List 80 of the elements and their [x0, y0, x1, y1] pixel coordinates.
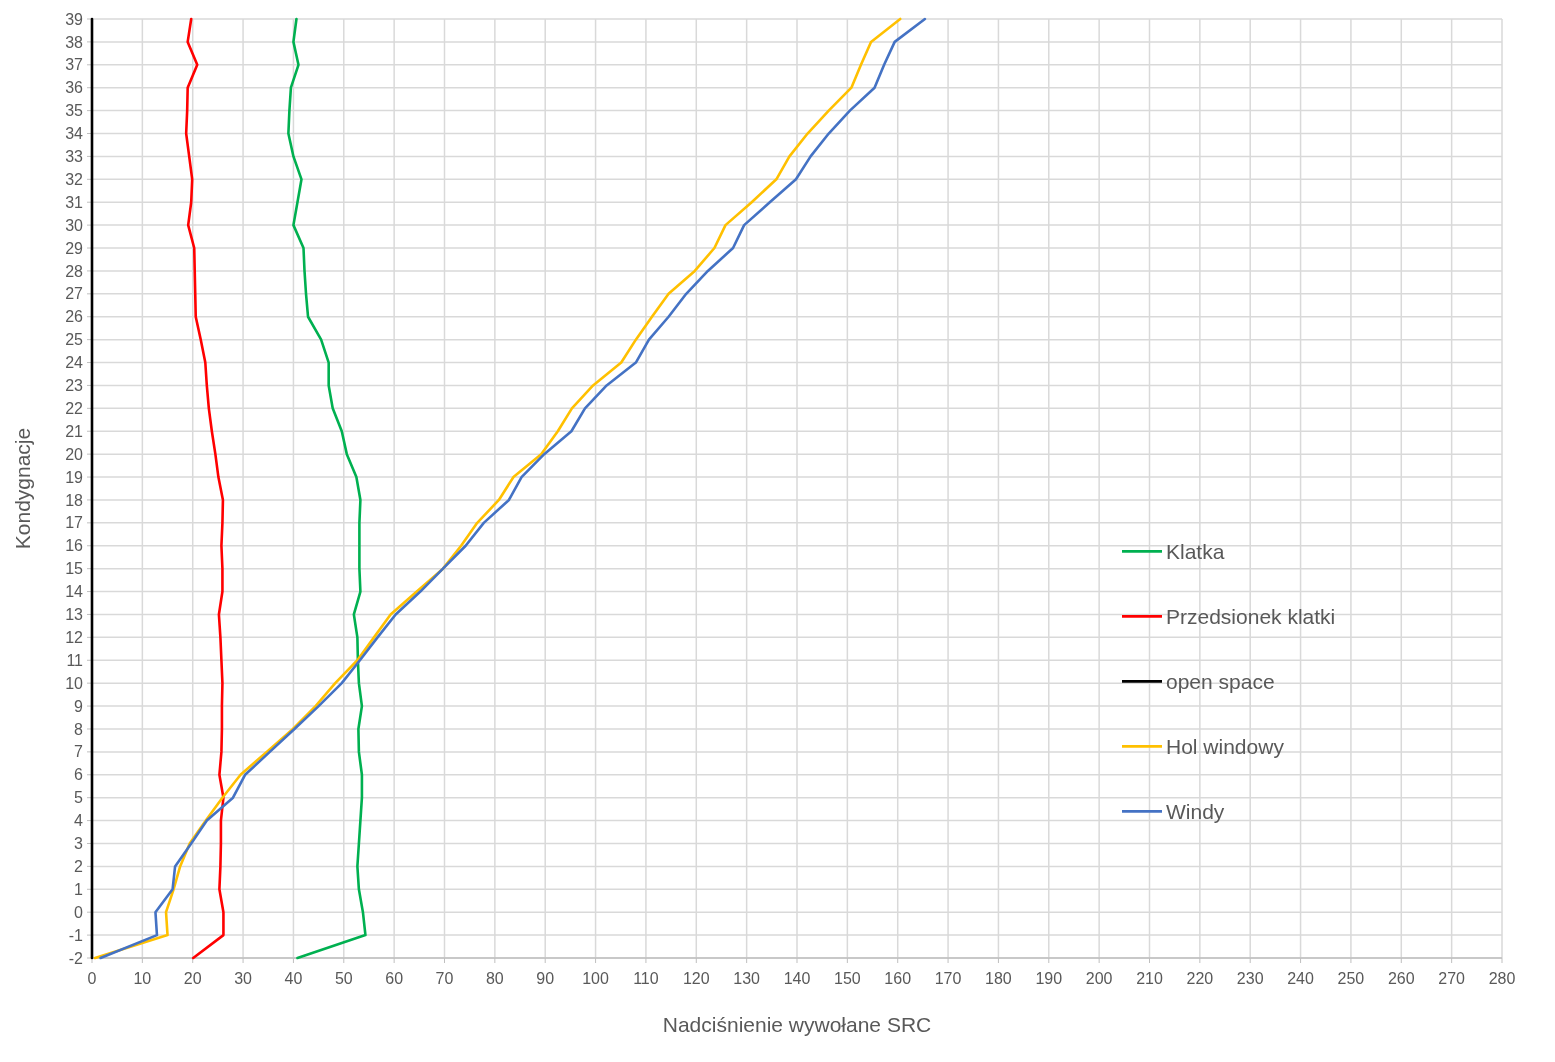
y-tick-label: 0: [74, 903, 84, 921]
x-tick-label: 60: [385, 970, 404, 987]
x-tick-label: 90: [536, 970, 555, 987]
x-tick-label: 280: [1488, 970, 1516, 987]
x-tick-label: 20: [183, 970, 202, 987]
x-tick-label: 40: [284, 970, 303, 987]
y-tick-label: 32: [65, 170, 84, 188]
y-tick-label: 21: [65, 422, 84, 440]
y-tick-label: 19: [65, 468, 84, 486]
x-tick-label: 160: [884, 970, 912, 987]
y-tick-label: 2: [74, 857, 84, 875]
legend-label: open space: [1166, 669, 1275, 693]
x-tick-label: 130: [733, 970, 761, 987]
y-tick-label: 18: [65, 491, 84, 509]
x-tick-label: 180: [985, 970, 1012, 987]
y-tick-label: -2: [68, 949, 84, 967]
x-tick-label: 260: [1387, 970, 1415, 987]
y-tick-label: 25: [65, 331, 84, 349]
y-tick-label: 4: [74, 812, 84, 830]
x-tick-label: 200: [1085, 970, 1113, 987]
line-series: [287, 17, 367, 960]
y-tick-label: 24: [65, 354, 84, 372]
x-tick-label: 190: [1035, 970, 1063, 987]
y-tick-label: 3: [74, 835, 84, 853]
x-tick-label: 50: [334, 970, 353, 987]
y-axis-title: Kondygnacje: [11, 427, 34, 550]
legend-label: Windy: [1166, 799, 1225, 823]
y-tick-label: 13: [65, 606, 84, 624]
legend-label: Hol windowy: [1166, 734, 1285, 758]
x-axis-title: Nadciśnienie wywołane SRC: [662, 1013, 932, 1036]
y-tick-label: 10: [65, 674, 84, 692]
y-tick-label: 1: [74, 880, 84, 898]
x-tick-label: 140: [783, 970, 811, 987]
y-tick-label: 39: [65, 10, 84, 28]
x-tick-label: 120: [682, 970, 710, 987]
x-tick-label: 230: [1236, 970, 1264, 987]
y-tick-label: 7: [74, 743, 84, 761]
y-tick-label: 14: [65, 583, 84, 601]
x-tick-label: 240: [1287, 970, 1315, 987]
x-tick-label: 30: [234, 970, 253, 987]
legend-label: Klatka: [1166, 539, 1225, 563]
y-tick-label: 6: [74, 766, 84, 784]
x-tick-label: 70: [435, 970, 454, 987]
x-tick-label: 150: [834, 970, 861, 987]
x-tick-label: 10: [133, 970, 152, 987]
line-series: [184, 17, 225, 960]
x-tick-label: 220: [1186, 970, 1214, 987]
y-tick-label: 15: [65, 560, 84, 578]
x-tick-label: 0: [87, 970, 97, 987]
x-tick-label: 210: [1136, 970, 1163, 987]
x-tick-label: 100: [582, 970, 610, 987]
y-tick-label: 20: [65, 445, 84, 463]
y-tick-label: 22: [65, 399, 84, 417]
legend-label: Przedsionek klatki: [1166, 604, 1336, 628]
y-tick-label: 30: [65, 216, 84, 234]
y-tick-label: 33: [65, 148, 84, 166]
x-tick-label: 110: [633, 970, 659, 987]
y-tick-label: 27: [65, 285, 84, 303]
y-tick-label: 29: [65, 239, 84, 257]
y-tick-label: 37: [65, 56, 84, 74]
y-tick-label: 38: [65, 33, 84, 51]
x-tick-label: 250: [1337, 970, 1365, 987]
y-tick-label: 11: [66, 651, 84, 669]
x-tick-label: 170: [934, 970, 962, 987]
y-tick-label: 9: [74, 697, 84, 715]
y-tick-label: 16: [65, 537, 84, 555]
y-tick-label: -1: [68, 926, 84, 944]
y-tick-label: 35: [65, 102, 84, 120]
y-tick-label: 36: [65, 79, 84, 97]
y-tick-label: 34: [65, 125, 84, 143]
y-tick-label: 12: [65, 628, 84, 646]
y-tick-label: 26: [65, 308, 84, 326]
y-tick-label: 31: [65, 193, 84, 211]
x-tick-label: 270: [1438, 970, 1466, 987]
x-tick-label: 80: [485, 970, 504, 987]
y-tick-label: 8: [74, 720, 84, 738]
y-tick-label: 28: [65, 262, 84, 280]
y-tick-label: 23: [65, 377, 84, 395]
y-tick-label: 17: [65, 514, 84, 532]
y-tick-label: 5: [74, 789, 84, 807]
